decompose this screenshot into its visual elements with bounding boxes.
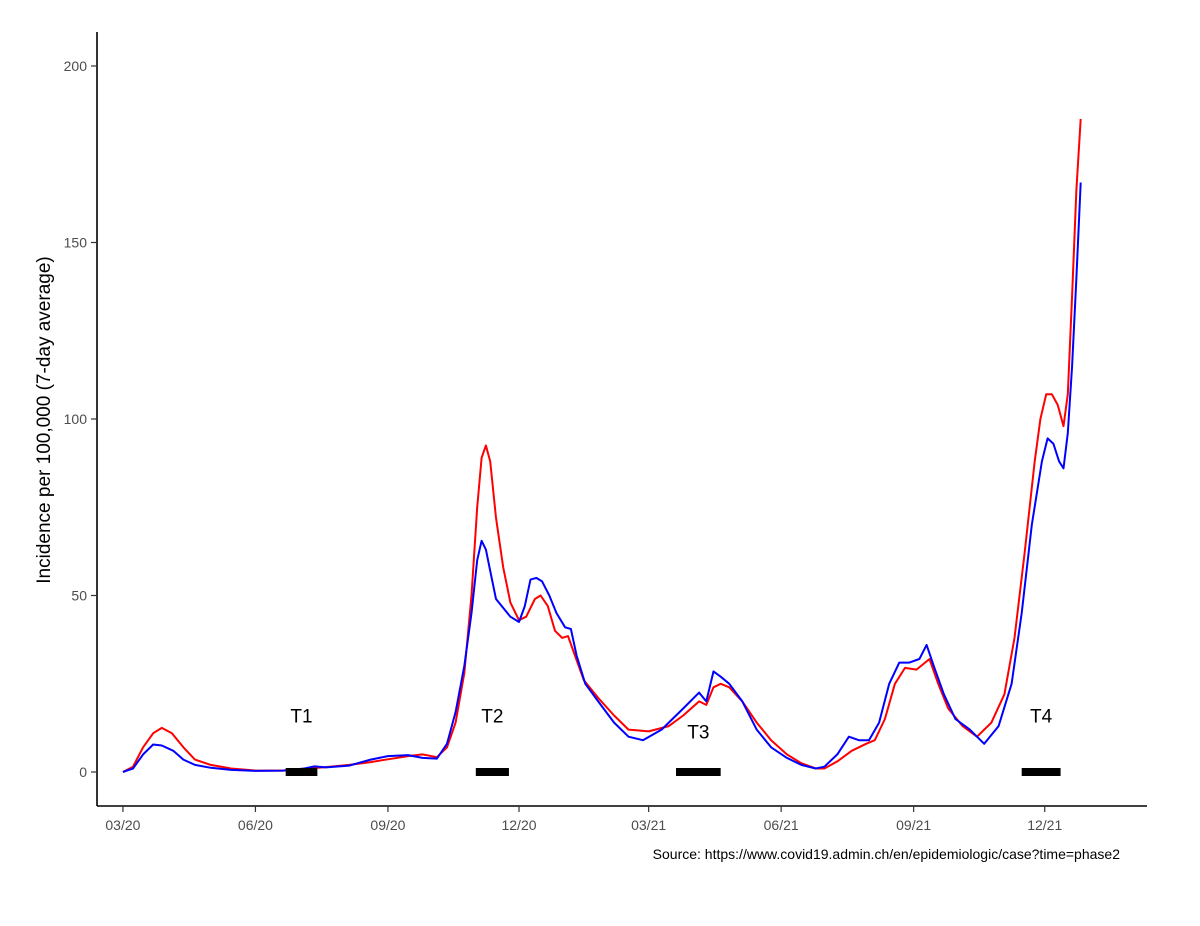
period-layer: T1 T2 T3 T4 bbox=[285, 707, 1061, 776]
x-tick-label: 03/20 bbox=[105, 817, 140, 833]
source-note: Source: https://www.covid19.admin.ch/en/… bbox=[653, 846, 1121, 862]
y-tick-label: 150 bbox=[64, 235, 88, 251]
y-tick-label: 100 bbox=[64, 411, 88, 427]
period-label-t1: T1 bbox=[290, 707, 312, 728]
y-tick-label: 50 bbox=[71, 588, 87, 604]
y-axis-title: Incidence per 100,000 (7-day average) bbox=[34, 256, 55, 583]
x-tick-label: 12/21 bbox=[1027, 817, 1062, 833]
period-bar-t4 bbox=[1021, 768, 1061, 776]
x-axis: 03/20 06/20 09/20 12/20 03/21 06/21 09/21 12/21 bbox=[97, 805, 1147, 833]
y-axis: 0 50 100 150 200 bbox=[64, 32, 98, 806]
series-line-2 bbox=[122, 182, 1082, 773]
period-label-t2: T2 bbox=[481, 707, 503, 728]
period-bar-t1 bbox=[285, 768, 318, 776]
y-tick-label: 200 bbox=[64, 58, 88, 74]
period-bar-t3 bbox=[676, 768, 721, 776]
period-label-t4: T4 bbox=[1030, 707, 1053, 728]
x-tick-label: 09/20 bbox=[370, 817, 405, 833]
x-tick-label: 09/21 bbox=[896, 817, 931, 833]
x-tick-label: 06/21 bbox=[764, 817, 799, 833]
y-tick-label: 0 bbox=[79, 764, 87, 780]
period-label-t3: T3 bbox=[687, 722, 709, 743]
period-bar-t2 bbox=[475, 768, 509, 776]
x-tick-label: 06/20 bbox=[238, 817, 273, 833]
x-tick-label: 03/21 bbox=[631, 817, 666, 833]
series-layer bbox=[122, 118, 1082, 773]
x-tick-label: 12/20 bbox=[501, 817, 536, 833]
